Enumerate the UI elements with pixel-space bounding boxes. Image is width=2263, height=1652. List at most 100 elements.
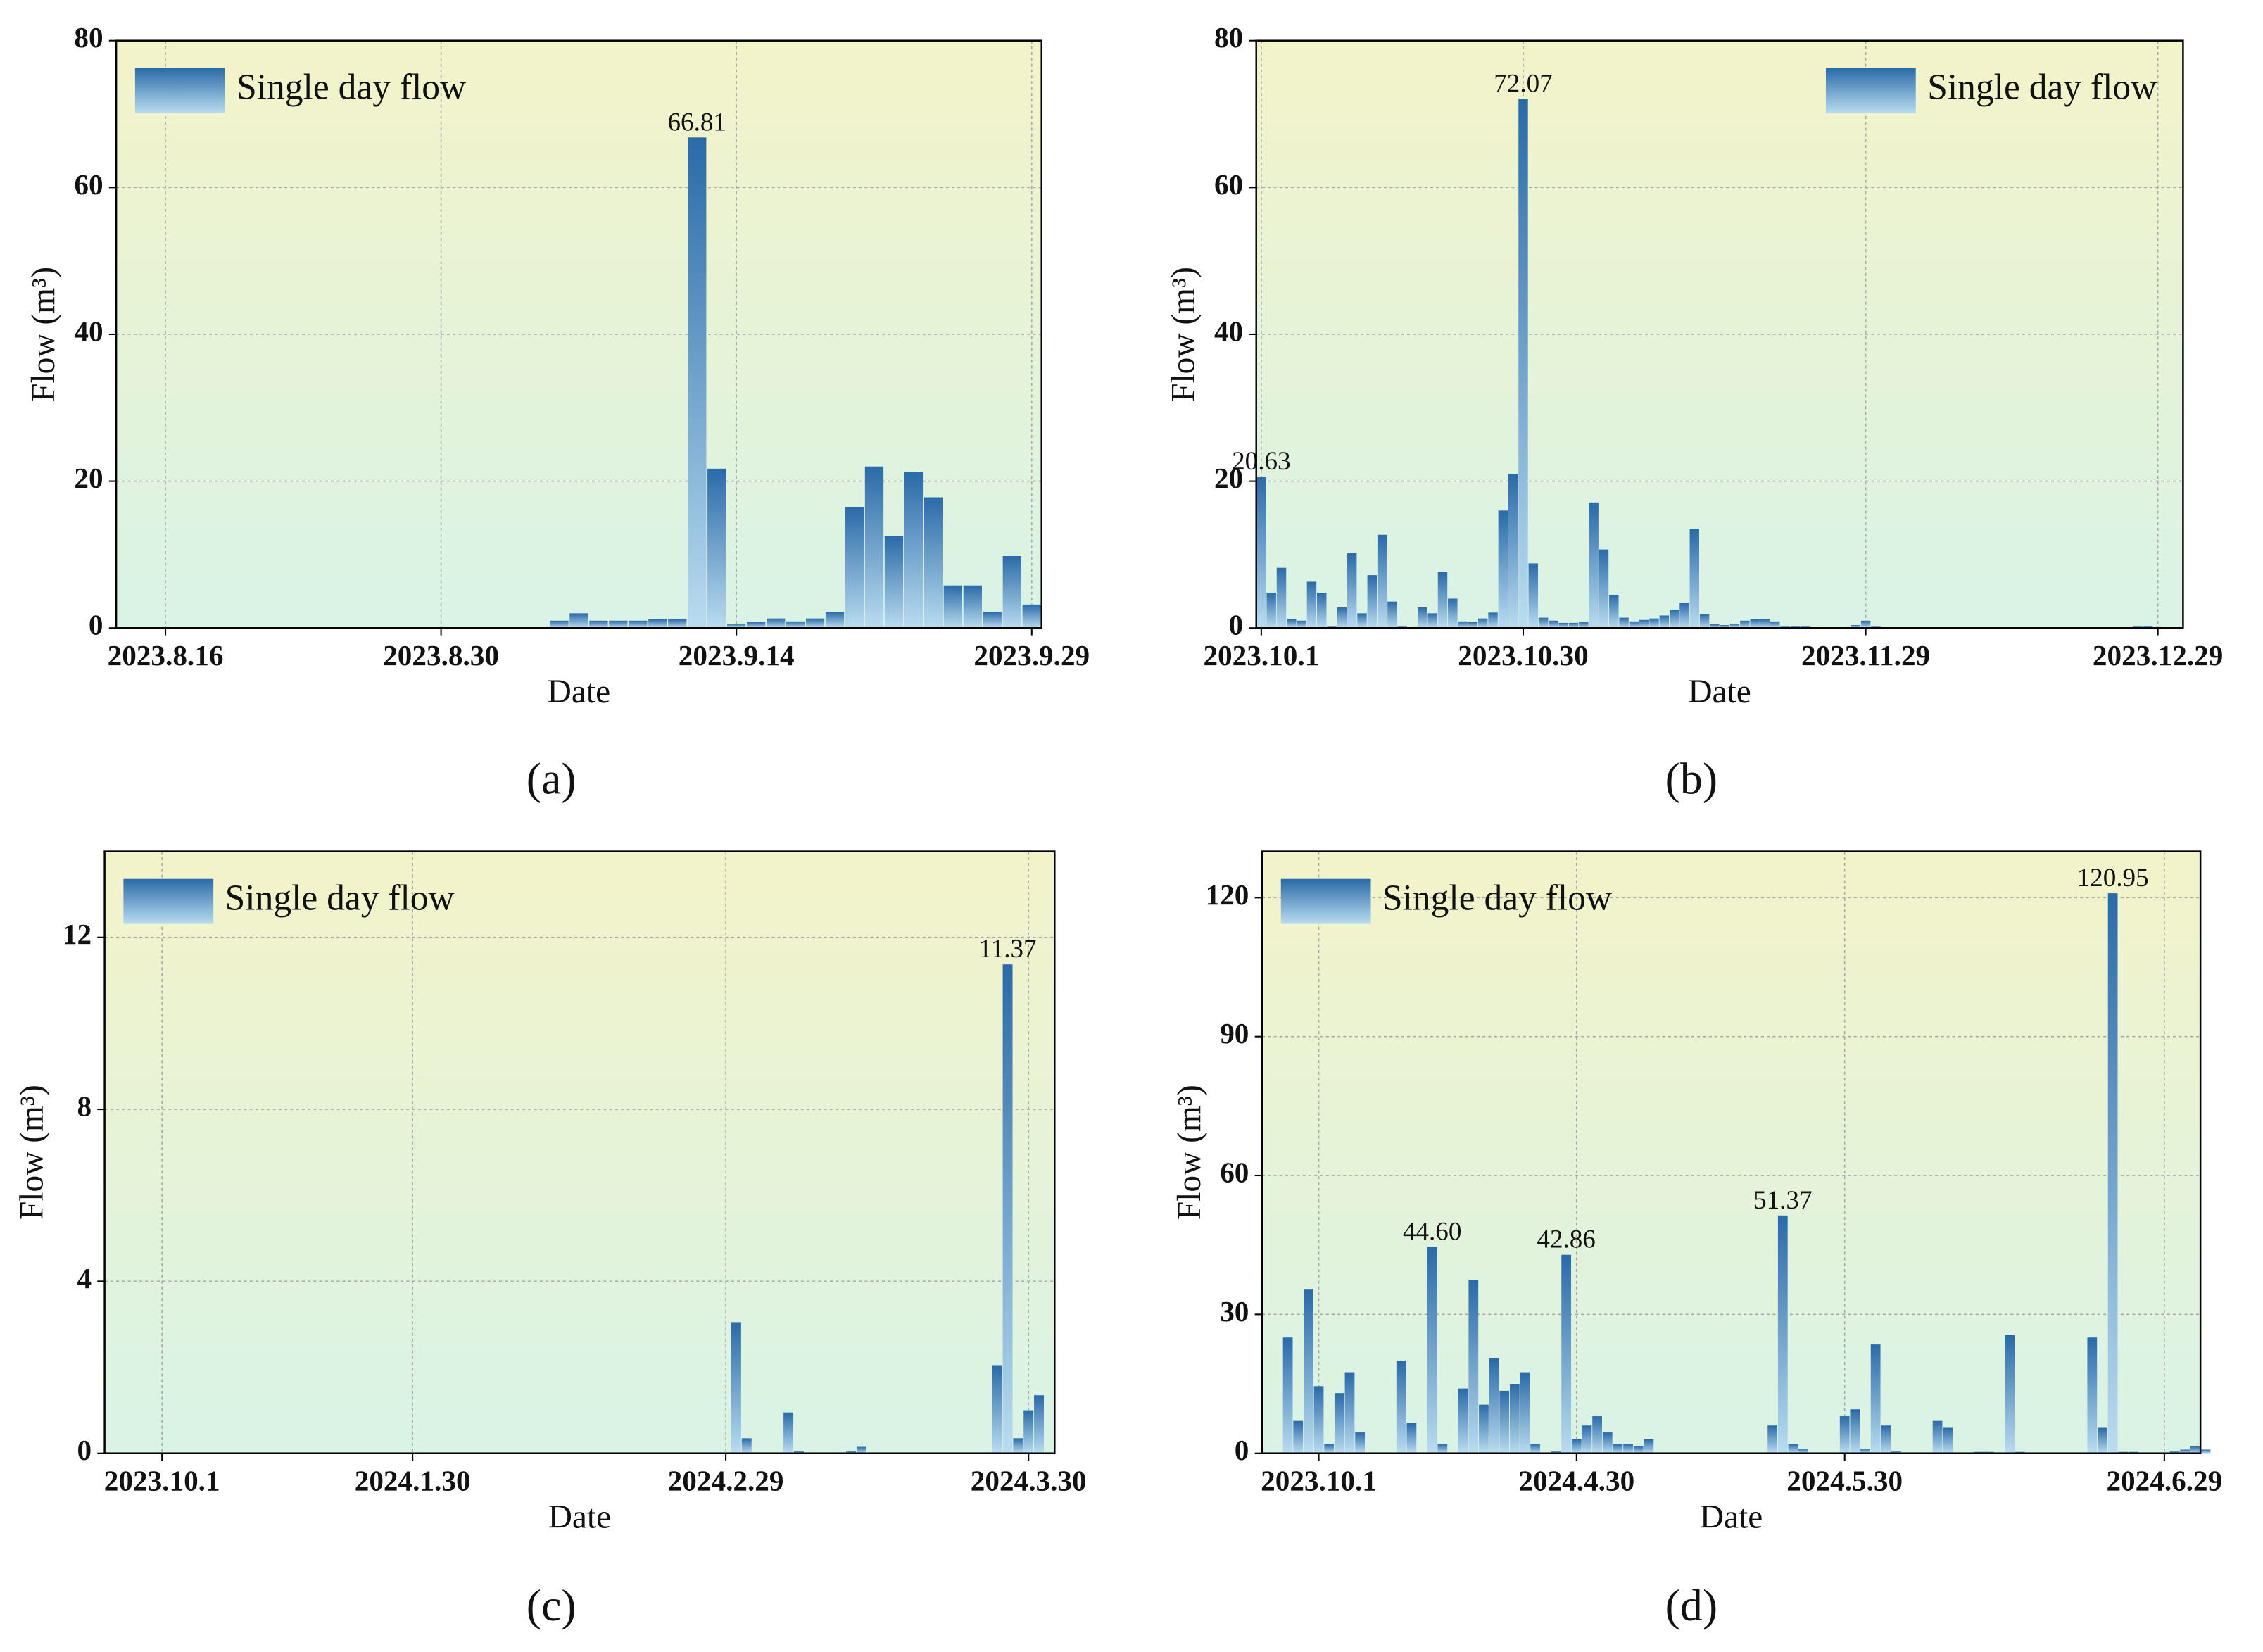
bar xyxy=(1870,1344,1881,1454)
bar xyxy=(2107,893,2118,1454)
x-tick-label: 2023.10.1 xyxy=(1203,639,1319,671)
y-tick-label: 60 xyxy=(74,168,103,201)
bar xyxy=(2169,1451,2180,1454)
bar xyxy=(1551,1451,1561,1454)
bar xyxy=(864,466,884,629)
bar xyxy=(2200,1449,2211,1454)
bar xyxy=(1303,1289,1313,1454)
bar xyxy=(1427,1247,1437,1454)
value-label: 11.37 xyxy=(979,935,1037,964)
bar xyxy=(1287,619,1297,629)
bar xyxy=(1313,1386,1324,1454)
x-tick-label: 2023.10.1 xyxy=(1261,1464,1377,1496)
y-tick-label: 4 xyxy=(77,1262,92,1294)
bar xyxy=(1599,549,1609,629)
x-tick-label: 2023.12.29 xyxy=(2093,639,2223,671)
bar xyxy=(1602,1432,1613,1454)
bar xyxy=(1002,964,1013,1454)
bar xyxy=(2005,1335,2015,1454)
x-tick-label: 2023.11.29 xyxy=(1801,639,1930,671)
value-label: 66.81 xyxy=(668,108,726,137)
value-label: 20.63 xyxy=(1232,447,1290,476)
y-axis-title: Flow (m³) xyxy=(25,267,62,402)
y-tick-label: 20 xyxy=(74,462,103,494)
bar xyxy=(727,623,746,629)
plot-frame xyxy=(103,850,1056,1454)
bar xyxy=(1510,1384,1520,1454)
y-tick-label: 12 xyxy=(63,918,92,950)
bar xyxy=(1377,534,1387,629)
bar xyxy=(1932,1420,1943,1454)
y-tick-label: 40 xyxy=(1214,315,1243,347)
y-tick-label: 20 xyxy=(1214,462,1243,494)
bar xyxy=(846,1451,857,1454)
panel-label: (c) xyxy=(527,1580,576,1630)
bar xyxy=(1623,1444,1633,1454)
bar xyxy=(1256,477,1266,629)
bar xyxy=(1589,502,1599,629)
bar xyxy=(1609,595,1619,629)
bar xyxy=(1538,617,1549,629)
bar xyxy=(1729,623,1740,629)
plot-background xyxy=(104,851,1055,1454)
bar xyxy=(1489,1358,1499,1454)
bar xyxy=(648,619,667,629)
bar xyxy=(1871,626,1881,629)
bar xyxy=(741,1438,752,1454)
bar xyxy=(1297,620,1306,629)
bar xyxy=(1549,620,1558,629)
x-axis-title: Date xyxy=(548,674,610,710)
bar xyxy=(629,620,648,629)
bar xyxy=(1613,1444,1623,1454)
bar xyxy=(1592,1416,1602,1454)
bar xyxy=(904,472,924,629)
bar xyxy=(668,619,687,629)
bar xyxy=(1689,529,1700,629)
bar xyxy=(1659,615,1670,629)
bar xyxy=(1530,1444,1541,1454)
legend-swatch xyxy=(134,68,225,113)
bar xyxy=(1458,621,1468,629)
bar xyxy=(1317,593,1327,629)
y-tick-label: 30 xyxy=(1220,1295,1249,1328)
x-axis-title: Date xyxy=(548,1499,611,1535)
bar xyxy=(1860,620,1871,629)
bar xyxy=(1943,1427,1953,1454)
x-tick-label: 2023.10.1 xyxy=(104,1464,220,1496)
bar xyxy=(963,585,982,629)
bar xyxy=(1276,567,1287,629)
bar xyxy=(1022,604,1041,629)
bar xyxy=(2087,1337,2098,1454)
bar xyxy=(731,1322,741,1454)
bar xyxy=(1458,1388,1468,1454)
bar xyxy=(2180,1449,2190,1454)
x-tick-label: 2024.1.30 xyxy=(355,1464,471,1496)
x-tick-label: 2024.3.30 xyxy=(971,1464,1087,1496)
bar xyxy=(1777,1215,1788,1454)
bar xyxy=(845,507,864,629)
bar xyxy=(1397,626,1407,629)
bar xyxy=(1669,610,1679,629)
bar xyxy=(793,1451,804,1454)
bar xyxy=(1582,1425,1592,1454)
bar xyxy=(1740,620,1750,629)
bar xyxy=(1568,622,1579,629)
x-tick-label: 2024.5.30 xyxy=(1786,1464,1903,1496)
y-tick-label: 60 xyxy=(1214,168,1243,201)
bar xyxy=(766,618,786,629)
x-axis-title: Date xyxy=(1700,1499,1763,1535)
bar xyxy=(1448,598,1458,629)
bar xyxy=(1770,621,1780,629)
bar xyxy=(1479,1404,1489,1454)
bar xyxy=(1518,99,1528,629)
bar xyxy=(1699,614,1710,629)
bar xyxy=(1850,1409,1860,1454)
y-tick-label: 0 xyxy=(1229,609,1244,641)
bar xyxy=(856,1446,866,1454)
bar xyxy=(825,612,845,629)
plot-frame xyxy=(1255,39,2184,629)
value-label: 72.07 xyxy=(1494,69,1552,98)
bar xyxy=(1406,1423,1417,1454)
legend-label: Single day flow xyxy=(1927,68,2157,108)
panel-label: (d) xyxy=(1665,1580,1717,1630)
